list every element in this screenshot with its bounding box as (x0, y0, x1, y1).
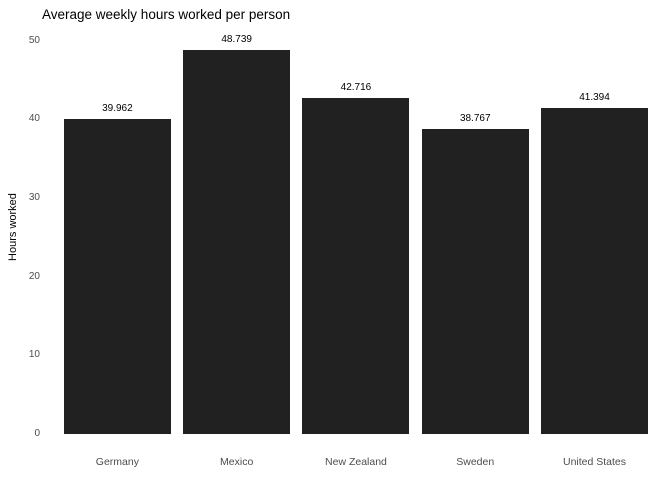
y-tick-label: 20 (28, 270, 40, 282)
y-tick-label: 40 (28, 113, 40, 125)
x-tick-label: New Zealand (325, 456, 387, 468)
y-tick-label: 30 (28, 191, 40, 203)
y-tick-label: 50 (28, 34, 40, 46)
x-tick-label: Germany (95, 456, 139, 468)
bar-value-label: 41.394 (579, 92, 610, 104)
bar-new-zealand (302, 97, 410, 434)
bar-mexico (183, 50, 291, 434)
y-tick-label: 10 (28, 349, 40, 361)
bar-value-label: 48.739 (221, 34, 252, 46)
x-tick-label: United States (562, 456, 627, 468)
bar-sweden (421, 128, 529, 434)
chart-title: Average weekly hours worked per person (42, 7, 291, 22)
bar-value-label: 39.962 (102, 103, 133, 115)
bar-value-label: 42.716 (340, 81, 372, 93)
x-tick-label: Mexico (220, 456, 254, 468)
y-tick-label: 0 (34, 428, 40, 439)
bar-united-states (541, 108, 649, 434)
bar-germany (63, 119, 171, 434)
x-tick-label: Sweden (456, 456, 495, 468)
bar-value-label: 38.767 (459, 112, 491, 124)
